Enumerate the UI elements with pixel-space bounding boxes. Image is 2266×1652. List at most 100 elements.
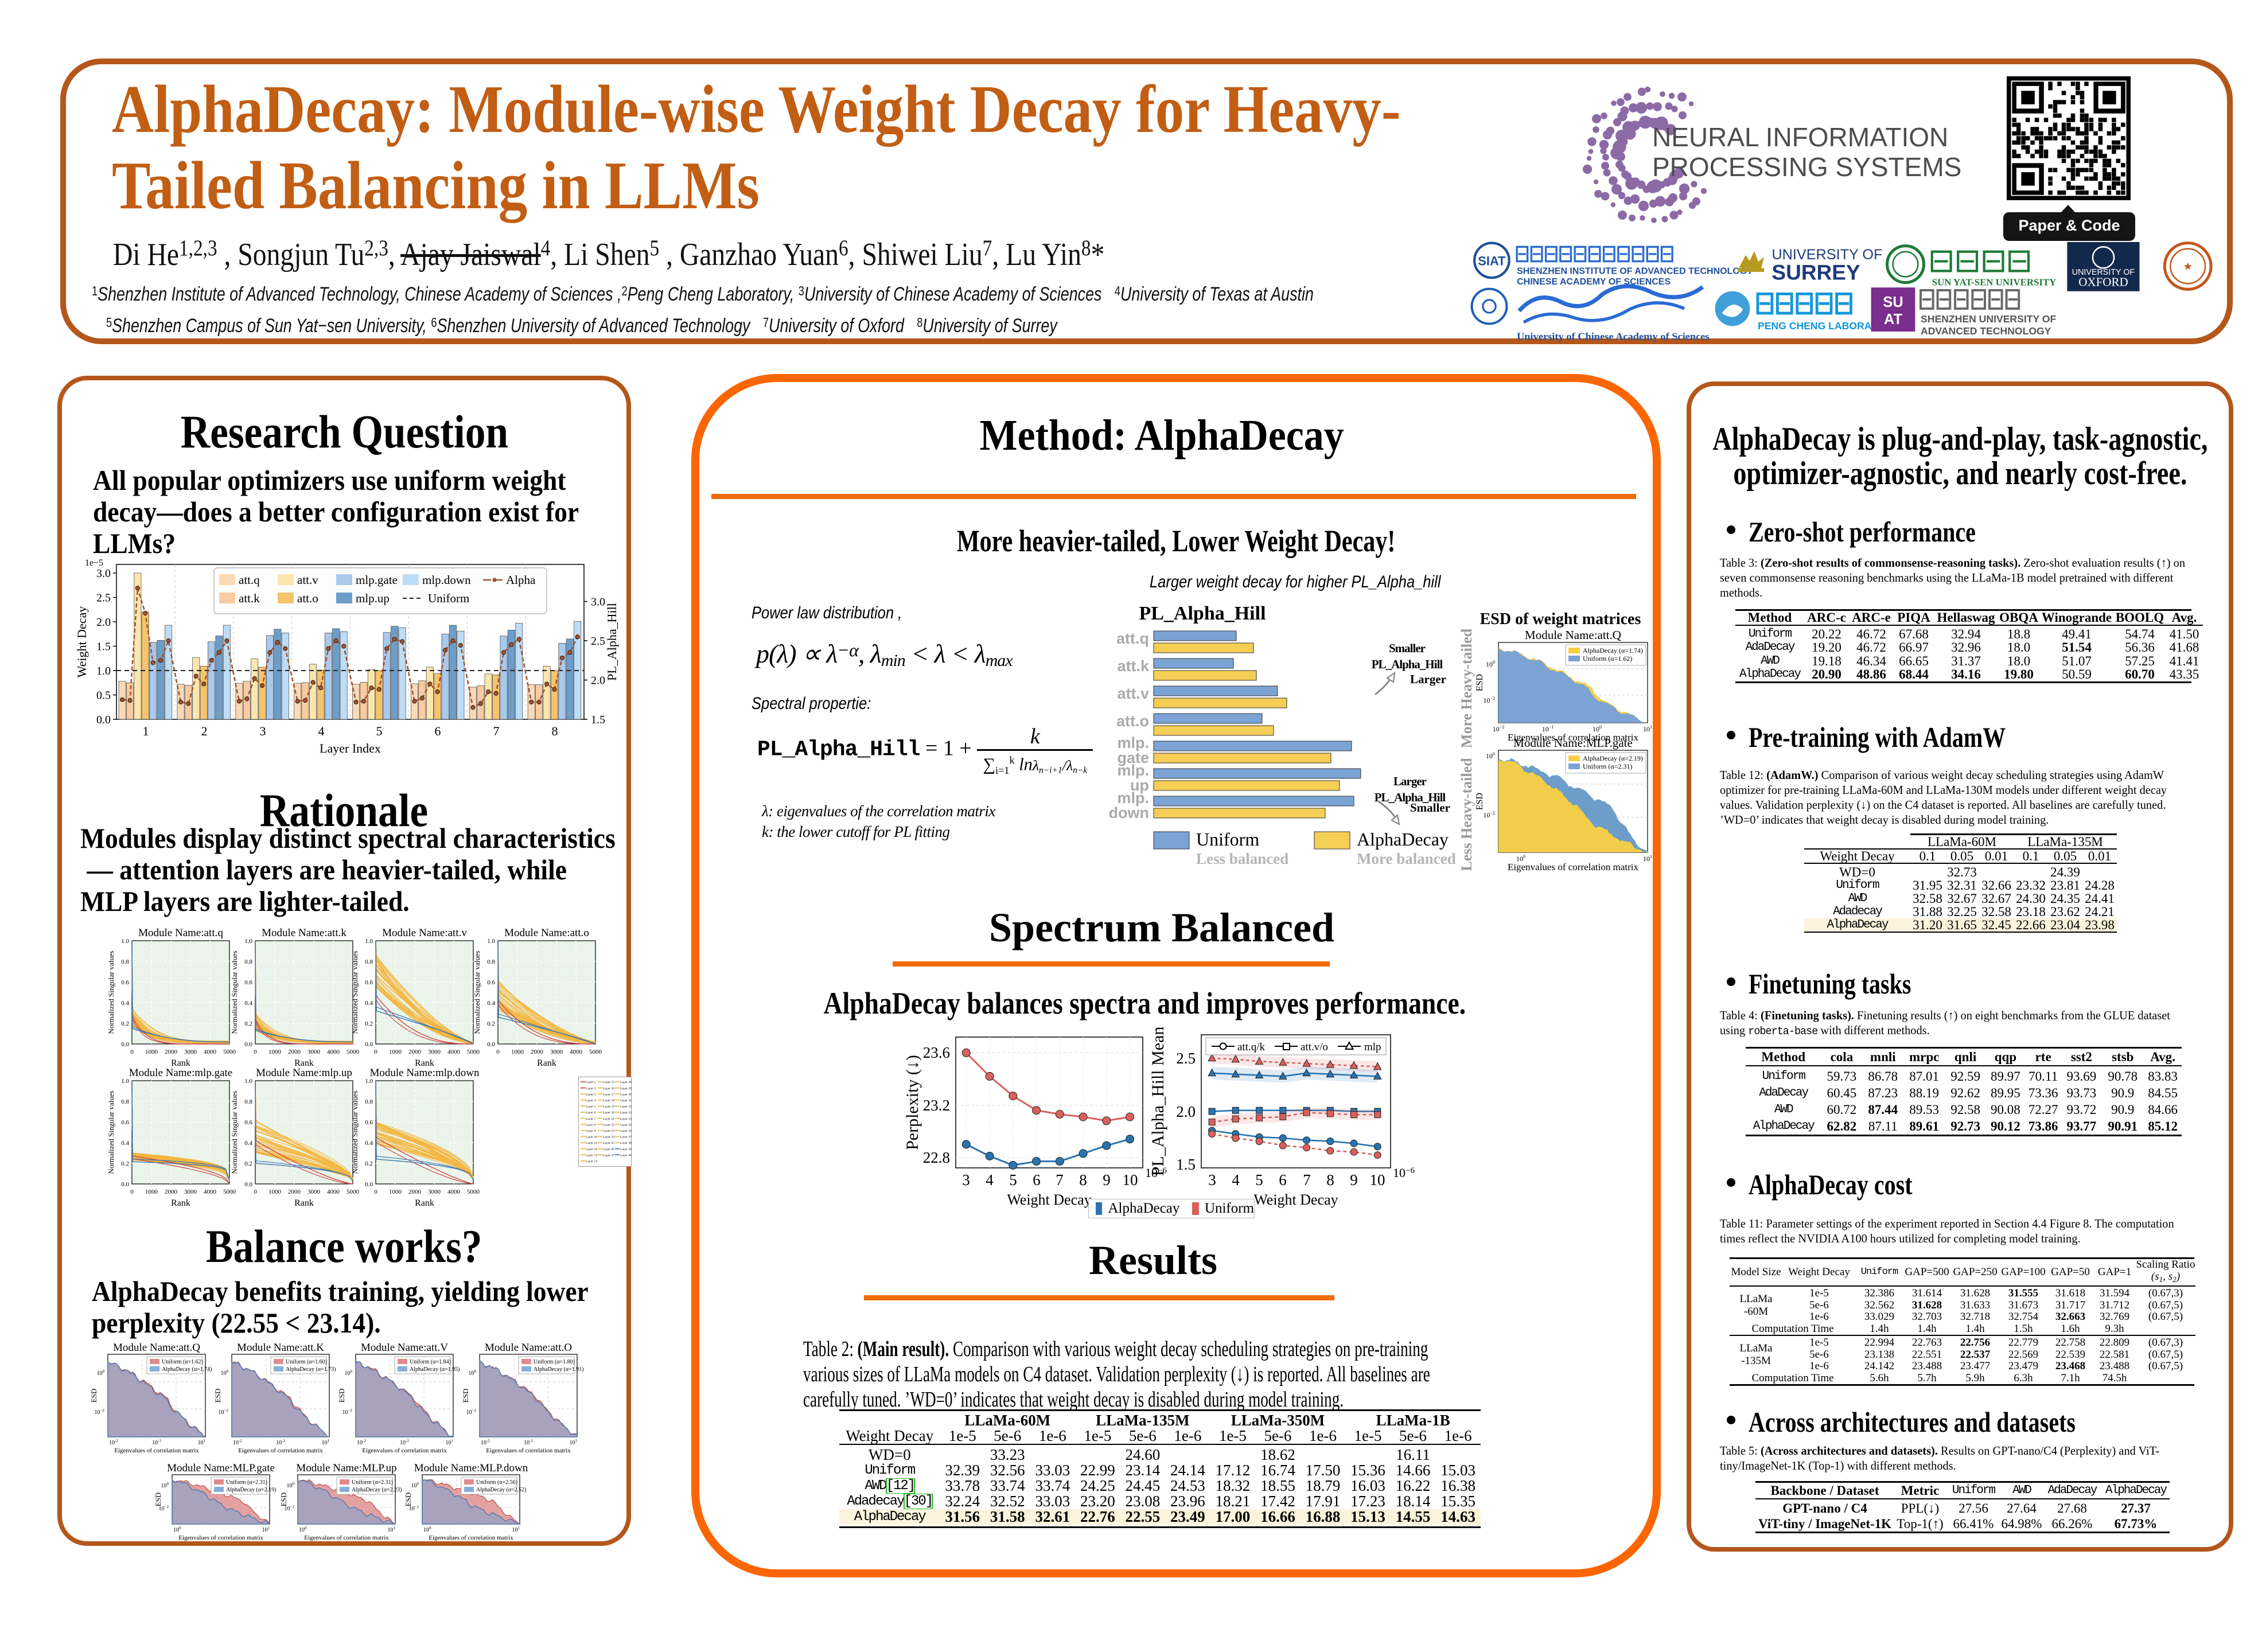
svg-text:Module Name:att.V: Module Name:att.V	[361, 1342, 448, 1354]
svg-text:0.4: 0.4	[365, 1140, 373, 1147]
svg-text:10−2: 10−2	[342, 1408, 353, 1416]
svg-text:att.k: att.k	[239, 591, 260, 605]
svg-text:10-1: 10-1	[400, 1439, 409, 1446]
svg-text:Layer 33: Layer 33	[620, 1111, 632, 1115]
svg-text:100: 100	[287, 1482, 295, 1489]
svg-text:0.8: 0.8	[365, 1098, 373, 1105]
svg-text:8: 8	[552, 724, 558, 738]
svg-text:22.8: 22.8	[923, 1149, 950, 1166]
svg-text:2.5: 2.5	[96, 592, 111, 605]
svg-text:6: 6	[1033, 1171, 1041, 1189]
svg-text:Rank: Rank	[294, 1198, 314, 1208]
svg-text:3.0: 3.0	[591, 596, 605, 609]
svg-text:0.4: 0.4	[244, 1000, 252, 1007]
svg-text:mlp.: mlp.	[1117, 789, 1149, 806]
svg-text:AlphaDecay (α=2.52): AlphaDecay (α=2.52)	[476, 1487, 527, 1493]
svg-text:Eigenvalues of correlation mat: Eigenvalues of correlation matrix	[304, 1534, 389, 1541]
svg-text:OXFORD: OXFORD	[2078, 275, 2128, 289]
svg-text:0.2: 0.2	[121, 1160, 129, 1167]
svg-text:1.5: 1.5	[1176, 1156, 1196, 1173]
svg-text:4000: 4000	[447, 1189, 461, 1195]
svg-text:1.0: 1.0	[365, 938, 373, 945]
svg-text:0.6: 0.6	[365, 1119, 373, 1126]
svg-text:Rank: Rank	[171, 1058, 190, 1068]
svg-text:10−2: 10−2	[95, 1408, 105, 1416]
svg-text:Module Name:MLP.gate: Module Name:MLP.gate	[167, 1462, 275, 1474]
svg-text:Module Name:att.k: Module Name:att.k	[262, 927, 346, 939]
svg-text:SURREY: SURREY	[1771, 260, 1860, 285]
svg-text:0.0: 0.0	[365, 1041, 373, 1048]
svg-text:0.8: 0.8	[244, 1098, 252, 1105]
svg-text:1000: 1000	[145, 1049, 158, 1055]
svg-text:Layer 39: Layer 39	[620, 1148, 632, 1151]
svg-text:Uniform (α=2.56): Uniform (α=2.56)	[476, 1479, 517, 1486]
svg-text:Layer 23: Layer 23	[603, 1129, 614, 1133]
svg-text:0.6: 0.6	[365, 979, 373, 986]
svg-text:0.0: 0.0	[244, 1181, 252, 1188]
svg-text:4000: 4000	[204, 1049, 217, 1055]
svg-text:101: 101	[262, 1526, 270, 1533]
svg-text:ESD: ESD	[89, 1389, 98, 1403]
svg-text:Eigenvalues of correlation mat: Eigenvalues of correlation matrix	[1508, 862, 1638, 872]
svg-text:0.6: 0.6	[244, 1119, 252, 1126]
svg-text:AlphaDecay (α=1.74): AlphaDecay (α=1.74)	[162, 1366, 212, 1373]
svg-text:101: 101	[446, 1439, 454, 1446]
svg-text:Uniform (α=2.31): Uniform (α=2.31)	[1583, 762, 1632, 770]
svg-text:101: 101	[198, 1439, 206, 1446]
svg-text:att.o: att.o	[1116, 712, 1149, 730]
svg-text:1000: 1000	[268, 1049, 282, 1055]
svg-text:Weight Decay: Weight Decay	[75, 606, 89, 678]
svg-text:AlphaDecay (α=1.74): AlphaDecay (α=1.74)	[1583, 646, 1643, 654]
svg-text:Uniform (α=1.60): Uniform (α=1.60)	[286, 1359, 327, 1365]
svg-text:3.0: 3.0	[96, 567, 111, 580]
svg-text:More balanced: More balanced	[1357, 850, 1456, 867]
svg-text:0: 0	[374, 1049, 377, 1055]
svg-text:4000: 4000	[327, 1049, 340, 1055]
svg-text:100: 100	[345, 1369, 353, 1377]
svg-text:2.0: 2.0	[1176, 1103, 1196, 1120]
svg-text:AlphaDecay (α=1.91): AlphaDecay (α=1.91)	[534, 1366, 584, 1373]
svg-text:ESD: ESD	[337, 1389, 346, 1403]
svg-text:1: 1	[143, 724, 149, 738]
svg-text:0.2: 0.2	[365, 1160, 373, 1167]
svg-text:Perplexity (↓): Perplexity (↓)	[903, 1055, 922, 1150]
svg-text:4: 4	[1232, 1171, 1240, 1189]
svg-text:10−6: 10−6	[1393, 1166, 1415, 1180]
svg-text:att.q: att.q	[1116, 630, 1149, 647]
svg-text:Layer 31: Layer 31	[620, 1099, 632, 1102]
svg-text:7: 7	[1056, 1171, 1064, 1189]
svg-text:5000: 5000	[346, 1049, 360, 1055]
svg-text:2000: 2000	[288, 1189, 301, 1195]
svg-text:3000: 3000	[428, 1049, 441, 1055]
svg-text:0: 0	[130, 1189, 134, 1195]
svg-text:2.0: 2.0	[591, 675, 605, 687]
svg-text:101: 101	[512, 1526, 520, 1533]
svg-text:Layer 15: Layer 15	[603, 1081, 614, 1084]
svg-text:4: 4	[318, 724, 325, 738]
svg-text:100: 100	[173, 1526, 181, 1533]
svg-text:Layer 19: Layer 19	[603, 1105, 614, 1109]
svg-text:Eigenvalues of correlation mat: Eigenvalues of correlation matrix	[429, 1534, 513, 1541]
svg-text:att.v: att.v	[297, 573, 318, 587]
svg-text:mlp.: mlp.	[1117, 734, 1149, 751]
svg-text:5: 5	[376, 724, 383, 738]
svg-text:ESD: ESD	[1475, 674, 1485, 691]
svg-text:Layer Index: Layer Index	[320, 741, 381, 755]
svg-text:Eigenvalues of correlation mat: Eigenvalues of correlation matrix	[178, 1534, 263, 1541]
svg-text:0.0: 0.0	[96, 714, 111, 726]
svg-text:Module Name:att.o: Module Name:att.o	[504, 927, 589, 939]
svg-text:ESD: ESD	[213, 1389, 222, 1403]
svg-text:Layer 35: Layer 35	[620, 1123, 632, 1127]
svg-text:down: down	[1109, 804, 1149, 821]
svg-text:att.k: att.k	[1117, 657, 1150, 675]
svg-text:2.0: 2.0	[96, 616, 111, 629]
svg-text:Eigenvalues of correlation mat: Eigenvalues of correlation matrix	[486, 1447, 571, 1454]
svg-text:Less Heavy-tailed: Less Heavy-tailed	[1458, 758, 1475, 871]
svg-text:10: 10	[1123, 1171, 1138, 1189]
svg-text:Module Name:att.v: Module Name:att.v	[382, 927, 467, 939]
svg-text:0.0: 0.0	[244, 1041, 252, 1048]
svg-text:5: 5	[1255, 1171, 1263, 1189]
svg-text:ADVANCED TECHNOLOGY: ADVANCED TECHNOLOGY	[1921, 325, 2051, 337]
svg-text:4000: 4000	[204, 1189, 217, 1195]
svg-text:1.0: 1.0	[121, 1078, 129, 1085]
